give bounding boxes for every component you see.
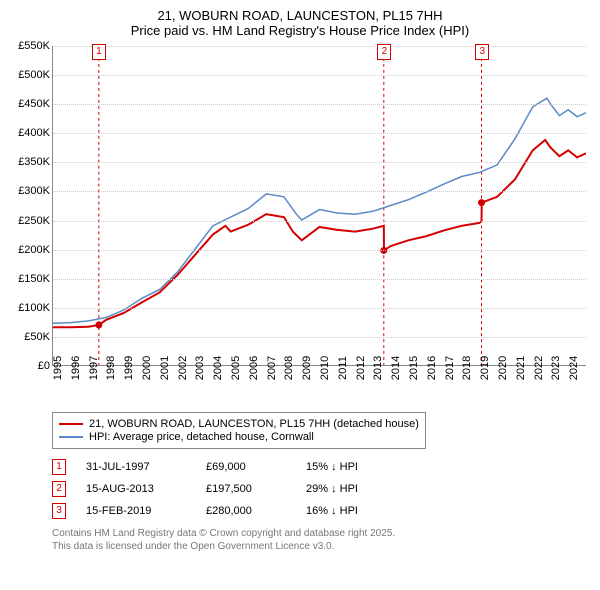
series-line [53, 140, 586, 327]
x-tick-label: 2009 [301, 356, 313, 380]
gridline-h [53, 162, 586, 163]
x-tick-label: 1998 [105, 356, 117, 380]
table-pct: 29% ↓ HPI [306, 483, 396, 495]
x-tick-label: 1996 [70, 356, 82, 380]
plot-area: 1 2 3 [52, 46, 586, 366]
y-tick-label: £150K [18, 273, 50, 285]
legend-swatch [59, 436, 83, 438]
table-marker-box: 1 [52, 459, 66, 475]
y-tick-label: £200K [18, 244, 50, 256]
y-tick-label: £50K [24, 331, 50, 343]
title-line1: 21, WOBURN ROAD, LAUNCESTON, PL15 7HH [10, 8, 590, 23]
title-line2: Price paid vs. HM Land Registry's House … [10, 23, 590, 38]
x-tick-label: 1999 [123, 356, 135, 380]
x-tick-label: 2008 [283, 356, 295, 380]
sale-point-dot [95, 321, 102, 328]
table-row: 1 31-JUL-1997 £69,000 15% ↓ HPI [52, 459, 590, 475]
x-tick-label: 2011 [337, 356, 349, 380]
marker-box: 1 [92, 44, 106, 60]
x-tick-label: 2004 [212, 356, 224, 380]
table-marker-box: 2 [52, 481, 66, 497]
gridline-h [53, 308, 586, 309]
x-tick-label: 2014 [390, 356, 402, 380]
footer-line2: This data is licensed under the Open Gov… [52, 540, 590, 553]
table-date: 31-JUL-1997 [86, 461, 186, 473]
y-tick-label: £500K [18, 69, 50, 81]
x-tick-label: 2016 [426, 356, 438, 380]
y-tick-label: £350K [18, 156, 50, 168]
x-axis: 1995199619971998199920002001200220032004… [52, 366, 586, 406]
x-tick-label: 2019 [479, 356, 491, 380]
y-axis: £0£50K£100K£150K£200K£250K£300K£350K£400… [10, 46, 52, 366]
x-tick-label: 1995 [52, 356, 64, 380]
legend-swatch [59, 423, 83, 425]
x-tick-label: 2022 [533, 356, 545, 380]
gridline-h [53, 104, 586, 105]
x-tick-label: 2023 [550, 356, 562, 380]
x-tick-label: 2005 [230, 356, 242, 380]
x-tick-label: 2003 [194, 356, 206, 380]
gridline-h [53, 133, 586, 134]
x-tick-label: 2024 [568, 356, 580, 380]
table-price: £280,000 [206, 505, 286, 517]
chart-area: £0 £50K £100K £150K £200K £250K £300K £350K £400… [10, 46, 590, 406]
gridline-h [53, 279, 586, 280]
x-tick-label: 2002 [177, 356, 189, 380]
x-tick-label: 2013 [372, 356, 384, 380]
table-row: 3 15-FEB-2019 £280,000 16% ↓ HPI [52, 503, 590, 519]
legend-item: 21, WOBURN ROAD, LAUNCESTON, PL15 7HH (d… [59, 418, 419, 430]
table-date: 15-FEB-2019 [86, 505, 186, 517]
x-tick-label: 2012 [355, 356, 367, 380]
table-pct: 16% ↓ HPI [306, 505, 396, 517]
x-tick-label: 2010 [319, 356, 331, 380]
legend-item: HPI: Average price, detached house, Corn… [59, 431, 419, 443]
chart-container: 21, WOBURN ROAD, LAUNCESTON, PL15 7HH Pr… [0, 0, 600, 590]
table-marker-box: 3 [52, 503, 66, 519]
table-price: £197,500 [206, 483, 286, 495]
x-tick-label: 2017 [444, 356, 456, 380]
series-line [53, 98, 586, 323]
x-tick-label: 2015 [408, 356, 420, 380]
y-tick-label: £450K [18, 98, 50, 110]
gridline-h [53, 46, 586, 47]
y-tick-label: £400K [18, 127, 50, 139]
x-tick-label: 1997 [88, 356, 100, 380]
x-tick-label: 2001 [159, 356, 171, 380]
gridline-h [53, 337, 586, 338]
footer-line1: Contains HM Land Registry data © Crown c… [52, 527, 590, 540]
x-tick-label: 2006 [248, 356, 260, 380]
gridline-h [53, 191, 586, 192]
table-pct: 15% ↓ HPI [306, 461, 396, 473]
y-tick-label: £300K [18, 185, 50, 197]
table-row: 2 15-AUG-2013 £197,500 29% ↓ HPI [52, 481, 590, 497]
x-tick-label: 2021 [515, 356, 527, 380]
gridline-h [53, 75, 586, 76]
y-tick-label: £100K [18, 302, 50, 314]
gridline-h [53, 250, 586, 251]
y-tick-label: £250K [18, 215, 50, 227]
legend-label: 21, WOBURN ROAD, LAUNCESTON, PL15 7HH (d… [89, 418, 419, 430]
legend-box: 21, WOBURN ROAD, LAUNCESTON, PL15 7HH (d… [52, 412, 426, 449]
chart-svg [53, 46, 586, 365]
sale-point-dot [478, 199, 485, 206]
marker-box: 3 [475, 44, 489, 60]
table-date: 15-AUG-2013 [86, 483, 186, 495]
sales-table: 1 31-JUL-1997 £69,000 15% ↓ HPI 2 15-AUG-2013… [52, 459, 590, 519]
x-tick-label: 2007 [266, 356, 278, 380]
table-price: £69,000 [206, 461, 286, 473]
gridline-h [53, 221, 586, 222]
y-tick-label: £0 [38, 360, 50, 372]
x-tick-label: 2020 [497, 356, 509, 380]
x-tick-label: 2000 [141, 356, 153, 380]
y-tick-label: £550K [18, 40, 50, 52]
footer-text: Contains HM Land Registry data © Crown c… [52, 527, 590, 553]
x-tick-label: 2018 [461, 356, 473, 380]
marker-box: 2 [377, 44, 391, 60]
legend-label: HPI: Average price, detached house, Corn… [89, 431, 314, 443]
